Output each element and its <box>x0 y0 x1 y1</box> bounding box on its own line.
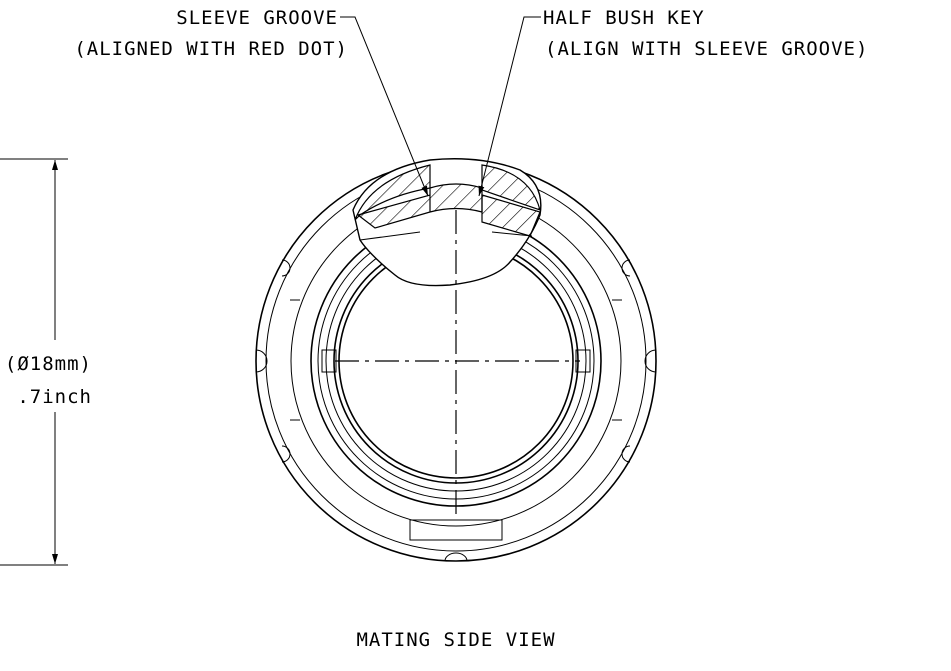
callout-text: HALF BUSH KEY <box>543 7 705 29</box>
drawing: (Ø18mm) .7inch SLEEVE GROOVE (ALIGNED WI… <box>0 0 951 671</box>
callout-text: SLEEVE GROOVE <box>176 7 338 29</box>
dimension-text: .7inch <box>17 386 92 408</box>
callout-text: (ALIGN WITH SLEEVE GROOVE) <box>545 38 868 60</box>
caption: MATING SIDE VIEW <box>356 629 555 651</box>
dimension-text: (Ø18mm) <box>5 353 92 375</box>
section-cut <box>353 159 541 286</box>
callout-text: (ALIGNED WITH RED DOT) <box>74 38 348 60</box>
